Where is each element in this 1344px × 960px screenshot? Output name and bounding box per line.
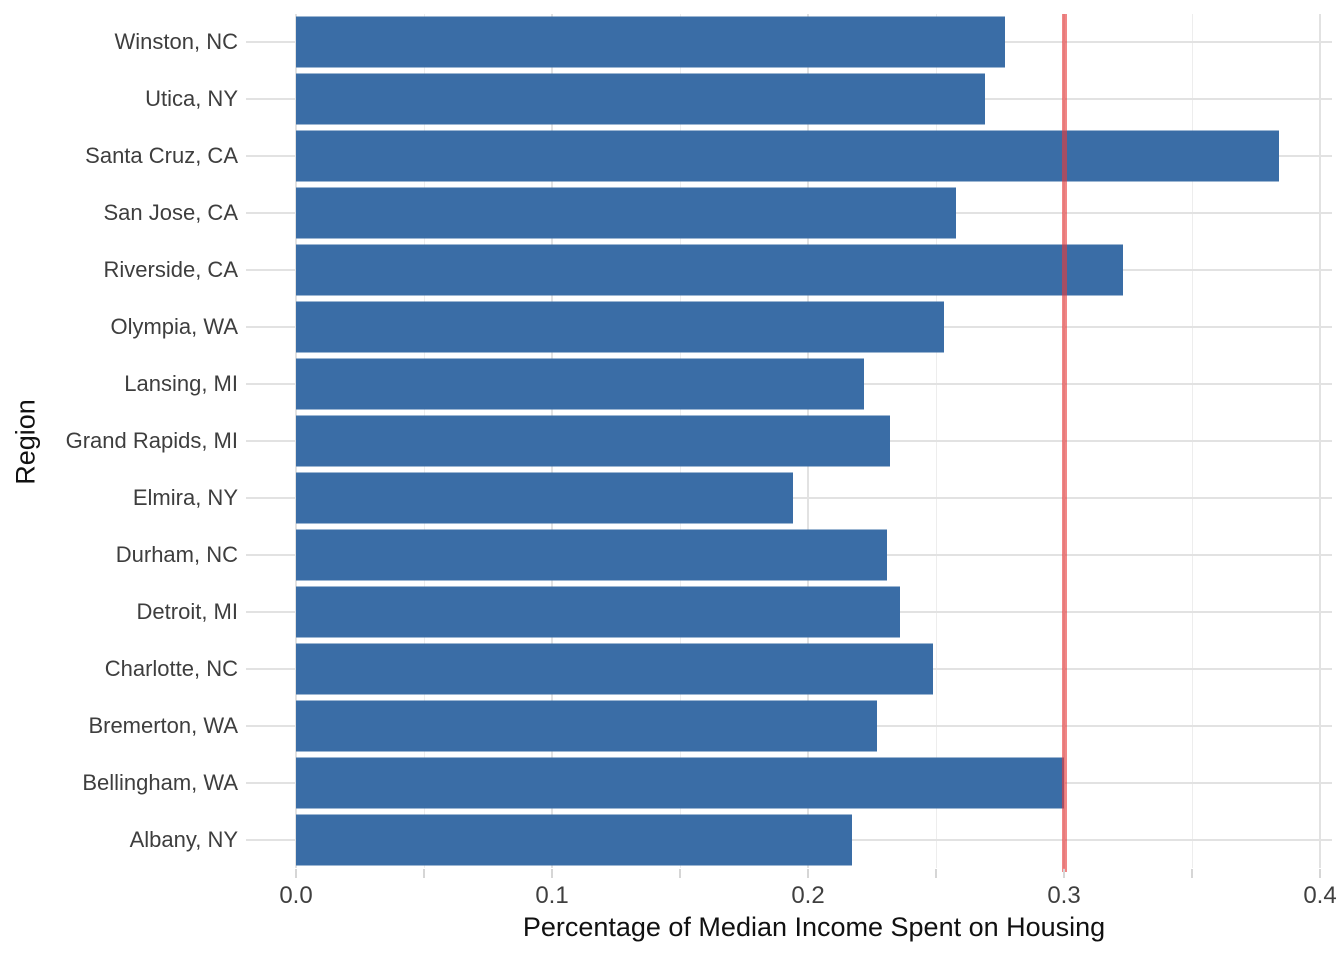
bar — [296, 586, 901, 638]
category-label: Riverside, CA — [103, 257, 238, 283]
category-label: San Jose, CA — [103, 200, 238, 226]
category-label: Olympia, WA — [110, 314, 238, 340]
x-tick-mark — [679, 869, 681, 878]
chart-row: Bremerton, WA — [0, 697, 1344, 754]
x-tick-mark — [807, 869, 809, 878]
x-tick-mark — [551, 869, 553, 878]
bar — [296, 700, 878, 752]
x-axis-title: Percentage of Median Income Spent on Hou… — [522, 912, 1106, 942]
bar — [296, 244, 1123, 296]
chart-row: Charlotte, NC — [0, 640, 1344, 697]
bar — [296, 73, 985, 125]
category-label: Bellingham, WA — [82, 769, 238, 795]
x-tick-label: 0.4 — [1303, 882, 1337, 909]
x-tick-mark — [295, 869, 297, 878]
chart-row: Durham, NC — [0, 526, 1344, 583]
bar — [296, 415, 890, 467]
reference-line — [1061, 14, 1067, 872]
category-label: Utica, NY — [145, 86, 238, 112]
x-tick-label: 0.0 — [279, 882, 313, 909]
x-tick-mark — [1063, 869, 1065, 878]
x-tick-label: 0.3 — [1047, 882, 1081, 909]
category-label: Santa Cruz, CA — [85, 143, 238, 169]
category-label: Lansing, MI — [124, 371, 238, 397]
chart-row: Elmira, NY — [0, 470, 1344, 527]
bar — [296, 472, 793, 524]
bar — [296, 529, 888, 581]
chart-row: San Jose, CA — [0, 185, 1344, 242]
chart-row: Olympia, WA — [0, 299, 1344, 356]
category-label: Charlotte, NC — [104, 655, 238, 681]
x-tick-label: 0.1 — [535, 882, 569, 909]
category-label: Detroit, MI — [136, 598, 238, 624]
bar — [296, 757, 1064, 809]
bar — [296, 130, 1280, 182]
bar — [296, 187, 957, 239]
bar — [296, 814, 852, 866]
category-label: Durham, NC — [115, 541, 238, 567]
x-tick-mark — [1191, 869, 1193, 878]
bar — [296, 16, 1006, 68]
chart-row: Lansing, MI — [0, 356, 1344, 413]
category-label: Bremerton, WA — [88, 712, 238, 738]
x-tick-mark — [423, 869, 425, 878]
x-tick-mark — [935, 869, 937, 878]
category-label: Elmira, NY — [132, 484, 238, 510]
chart-row: Santa Cruz, CA — [0, 128, 1344, 185]
x-tick-label: 0.2 — [791, 882, 825, 909]
chart-row: Utica, NY — [0, 71, 1344, 128]
y-axis-title: Region — [10, 399, 41, 485]
bar — [296, 358, 865, 410]
chart-row: Winston, NC — [0, 14, 1344, 71]
x-tick-mark — [1319, 869, 1321, 878]
bar — [296, 643, 934, 695]
chart-row: Albany, NY — [0, 811, 1344, 868]
category-label: Winston, NC — [114, 29, 238, 55]
chart-row: Grand Rapids, MI — [0, 413, 1344, 470]
category-label: Grand Rapids, MI — [65, 428, 238, 454]
chart-row: Bellingham, WA — [0, 754, 1344, 811]
category-label: Albany, NY — [129, 826, 238, 852]
chart-row: Detroit, MI — [0, 583, 1344, 640]
bar — [296, 301, 944, 353]
plot-area: Winston, NC Utica, NY Santa Cruz, CA San Jo… — [0, 14, 1344, 868]
chart-row: Riverside, CA — [0, 242, 1344, 299]
